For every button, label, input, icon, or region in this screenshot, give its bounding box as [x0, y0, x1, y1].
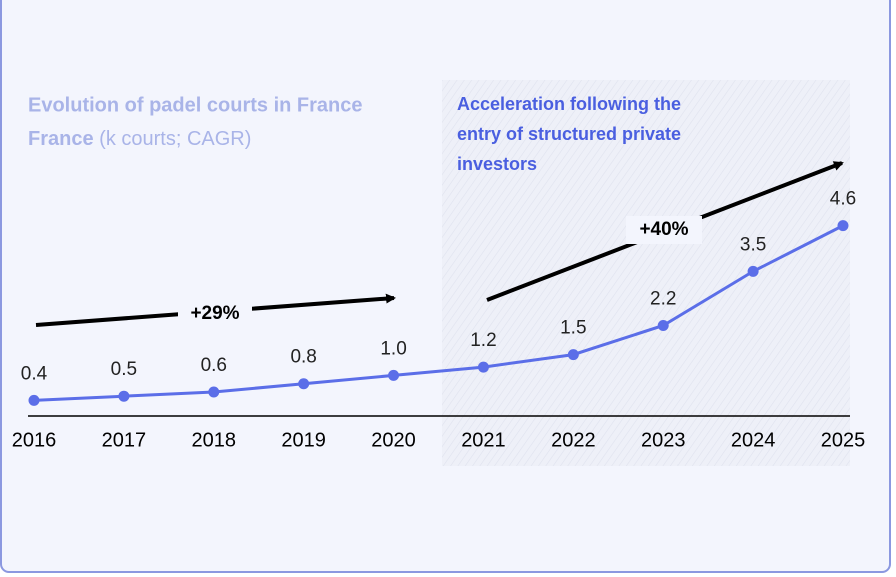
value-label: 1.5 — [560, 318, 586, 339]
chart-title: Evolution of padel courts in France — [28, 94, 362, 116]
title-note: (k courts; CAGR) — [99, 128, 251, 150]
x-tick-label: 2023 — [641, 429, 686, 451]
x-tick-label: 2022 — [551, 429, 596, 451]
growth-label: +29% — [190, 303, 239, 324]
value-label: 0.4 — [21, 363, 48, 384]
point — [657, 319, 669, 331]
annotation: Acceleration following the entry of struc… — [457, 94, 681, 174]
x-tick-label: 2018 — [192, 429, 237, 451]
label-bg — [178, 300, 252, 328]
point — [477, 361, 489, 373]
x-tick-label: 2016 — [12, 429, 57, 451]
growth-label: +40% — [639, 219, 688, 240]
point — [567, 349, 579, 361]
x-tick-label: 2017 — [102, 429, 147, 451]
x-tick-label: 2025 — [821, 429, 866, 451]
point — [28, 394, 40, 406]
x-tick-label: 2020 — [371, 429, 416, 451]
point — [298, 378, 310, 390]
point — [208, 386, 220, 398]
chart-title-note: France (k courts; CAGR) — [28, 128, 251, 150]
point — [388, 369, 400, 381]
point — [837, 220, 849, 232]
value-label: 0.8 — [290, 347, 316, 368]
x-tick-label: 2021 — [461, 429, 506, 451]
x-tick-label: 2024 — [731, 429, 776, 451]
value-label: 1.0 — [380, 338, 406, 359]
value-label: 0.6 — [201, 355, 227, 376]
value-label: 1.2 — [470, 330, 496, 351]
point — [747, 265, 759, 277]
point — [118, 390, 130, 402]
label-bg — [626, 216, 702, 244]
highlight-zone — [442, 80, 850, 466]
value-label: 0.5 — [111, 359, 137, 380]
value-label: 2.2 — [650, 288, 676, 309]
value-label: 4.6 — [830, 189, 856, 210]
x-tick-label: 2019 — [281, 429, 326, 451]
line — [33, 224, 844, 402]
value-label: 3.5 — [740, 234, 766, 255]
